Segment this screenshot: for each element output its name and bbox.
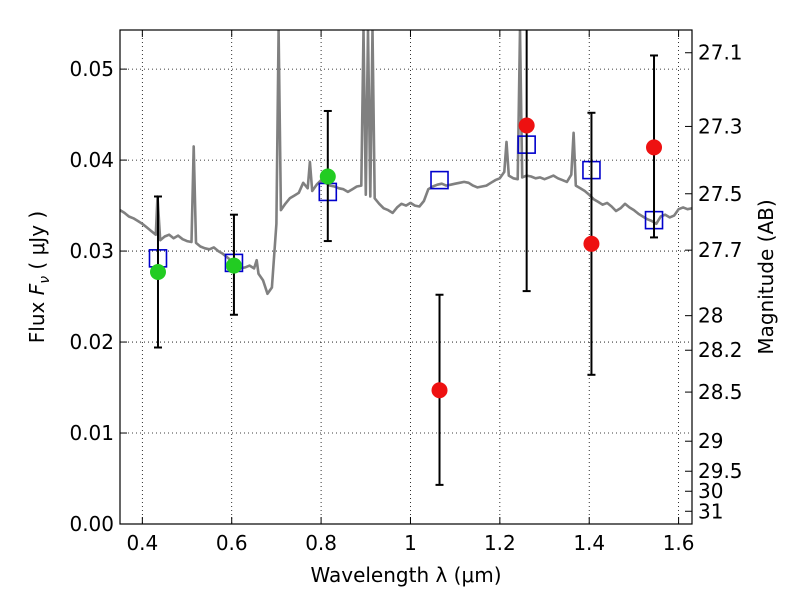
y-tick-label: 0.03 [69,239,114,263]
spectrum-line [120,30,692,296]
x-tick-label: 1.4 [573,531,605,555]
right-axis-label: Magnitude (AB) [754,199,778,354]
y-tick-label: 0.00 [69,512,114,536]
y-tick-label: 0.02 [69,330,114,354]
detection-point [149,263,166,280]
right-tick-label: 28 [698,304,723,328]
ticks: 0.4 0.6 0.8 1 1.2 1.4 1.6 0.00 0.01 0.02 0.03 0.04 0… [69,30,743,555]
x-tick-label: 1 [404,531,417,555]
plot-frame [119,29,693,525]
x-tick-label: 1.2 [484,531,516,555]
right-tick-label: 30 [698,479,723,503]
low-significance-point [583,235,600,252]
error-bars [149,30,663,486]
right-tick-label: 29.5 [698,459,743,483]
low-significance-point [431,382,448,399]
x-tick-label: 1.6 [663,531,695,555]
y-axis-label: Flux Fν ( μJy ) [25,211,53,343]
detection-point [225,257,242,274]
x-tick-label: 0.4 [126,531,158,555]
x-axis-label: Wavelength λ (μm) [310,563,501,587]
y-tick-label: 0.05 [69,57,114,81]
right-tick-label: 27.7 [698,238,743,262]
plot-area [120,30,692,524]
right-tick-label: 29 [698,429,723,453]
right-tick-label: 28.5 [698,380,743,404]
right-tick-label: 27.1 [698,41,743,65]
right-tick-label: 31 [698,499,723,523]
right-tick-label: 28.2 [698,338,743,362]
model-square-marker [430,170,449,190]
y-tick-label: 0.01 [69,421,114,445]
low-significance-point [518,117,535,134]
x-tick-label: 0.8 [305,531,337,555]
low-significance-point [646,139,663,156]
right-tick-label: 27.3 [698,114,743,138]
detection-point [319,168,336,185]
right-tick-label: 27.5 [698,182,743,206]
x-tick-label: 0.6 [216,531,248,555]
y-tick-label: 0.04 [69,148,114,172]
